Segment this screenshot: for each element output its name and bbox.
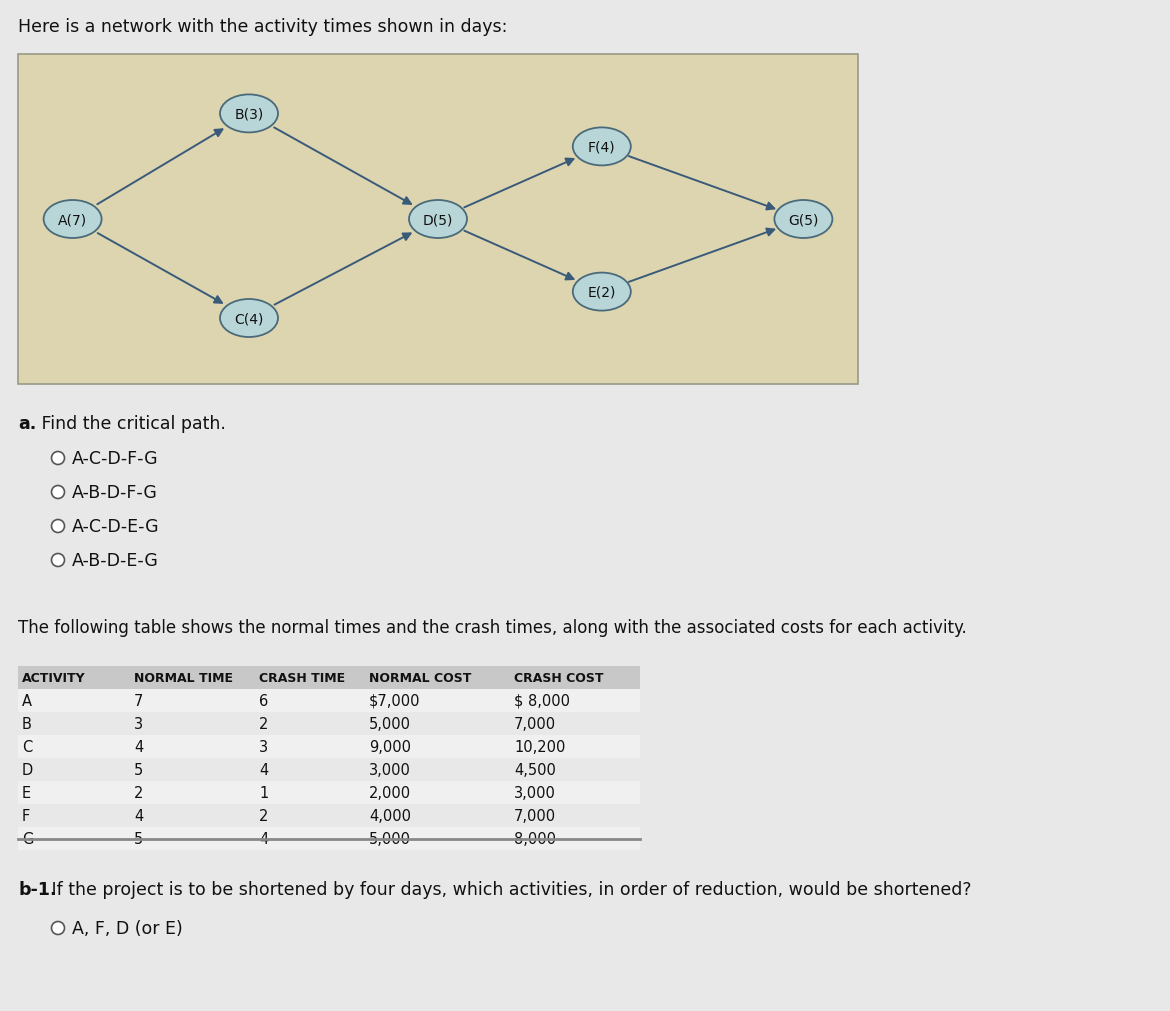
Text: The following table shows the normal times and the crash times, along with the a: The following table shows the normal tim… [18,619,966,636]
Text: 4,000: 4,000 [369,808,411,823]
Text: G: G [22,831,34,846]
Text: F(4): F(4) [589,141,615,155]
Ellipse shape [43,201,102,239]
Text: a.: a. [18,415,36,433]
Text: NORMAL TIME: NORMAL TIME [135,671,233,684]
Text: G(5): G(5) [789,212,819,226]
Text: Here is a network with the activity times shown in days:: Here is a network with the activity time… [18,18,508,36]
Text: 2,000: 2,000 [369,786,411,801]
Text: 5,000: 5,000 [369,716,411,731]
Text: NORMAL COST: NORMAL COST [369,671,472,684]
Text: 3,000: 3,000 [369,762,411,777]
Ellipse shape [775,201,832,239]
Text: 5,000: 5,000 [369,831,411,846]
Text: 2: 2 [259,808,268,823]
Text: ACTIVITY: ACTIVITY [22,671,85,684]
Text: 4: 4 [259,831,268,846]
Text: 1: 1 [259,786,268,801]
Ellipse shape [51,922,64,934]
Text: A-B-D-F-G: A-B-D-F-G [73,483,158,501]
Text: 8,000: 8,000 [514,831,556,846]
Text: 3: 3 [259,739,268,754]
Ellipse shape [51,452,64,465]
Text: CRASH COST: CRASH COST [514,671,604,684]
Text: A(7): A(7) [58,212,87,226]
Text: B: B [22,716,32,731]
Text: 3: 3 [135,716,143,731]
Text: b-1.: b-1. [18,881,56,898]
Text: Find the critical path.: Find the critical path. [36,415,226,433]
Ellipse shape [220,95,278,133]
Text: A-C-D-F-G: A-C-D-F-G [73,450,159,467]
Bar [18,735,640,758]
Text: 3,000: 3,000 [514,786,556,801]
Bar [18,758,640,782]
Text: A: A [22,694,32,709]
Text: F: F [22,808,30,823]
Text: 2: 2 [259,716,268,731]
Ellipse shape [51,554,64,567]
Bar [18,55,858,384]
Text: 4,500: 4,500 [514,762,556,777]
Text: C: C [22,739,33,754]
Text: 6: 6 [259,694,268,709]
Text: 2: 2 [135,786,144,801]
Ellipse shape [573,273,631,311]
Text: 4: 4 [135,739,143,754]
Text: E: E [22,786,32,801]
Text: 5: 5 [135,831,143,846]
Text: If the project is to be shortened by four days, which activities, in order of re: If the project is to be shortened by fou… [46,881,971,898]
Bar [18,827,640,850]
Text: 9,000: 9,000 [369,739,411,754]
Text: $7,000: $7,000 [369,694,420,709]
Ellipse shape [51,486,64,499]
Text: D(5): D(5) [422,212,453,226]
Text: A-B-D-E-G: A-B-D-E-G [73,551,159,569]
Ellipse shape [573,128,631,166]
Ellipse shape [410,201,467,239]
Bar [18,804,640,827]
Text: 7,000: 7,000 [514,808,556,823]
Ellipse shape [220,299,278,338]
Bar [18,690,640,713]
Text: $ 8,000: $ 8,000 [514,694,570,709]
Text: C(4): C(4) [234,311,263,326]
Text: 10,200: 10,200 [514,739,565,754]
Text: 4: 4 [259,762,268,777]
Text: 7: 7 [135,694,144,709]
Bar [18,713,640,735]
Text: A-C-D-E-G: A-C-D-E-G [73,518,159,536]
Bar [18,666,640,690]
Bar [18,782,640,804]
Text: D: D [22,762,33,777]
Text: E(2): E(2) [587,285,615,299]
Ellipse shape [51,520,64,533]
Text: 7,000: 7,000 [514,716,556,731]
Text: A, F, D (or E): A, F, D (or E) [73,919,183,937]
Text: B(3): B(3) [234,107,263,121]
Text: 4: 4 [135,808,143,823]
Text: 5: 5 [135,762,143,777]
Text: CRASH TIME: CRASH TIME [259,671,345,684]
